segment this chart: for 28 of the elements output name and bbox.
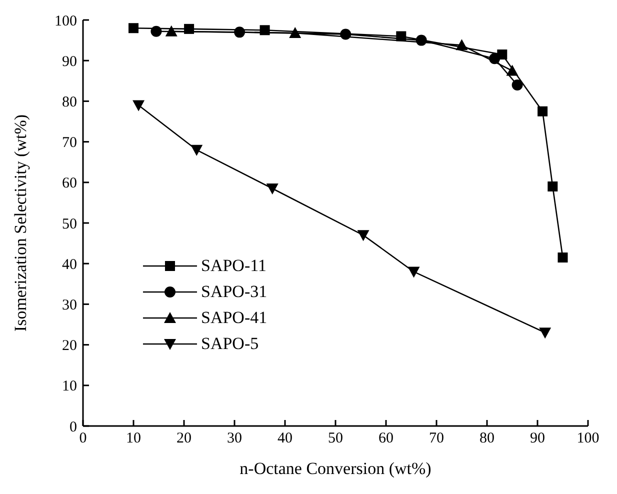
- x-tick-label: 50: [328, 430, 343, 447]
- x-tick-label: 60: [378, 430, 394, 447]
- y-tick-label: 60: [62, 176, 77, 192]
- y-tick-label: 50: [62, 216, 77, 232]
- y-tick-label: 90: [62, 54, 77, 70]
- x-tick-label: 70: [429, 430, 444, 447]
- legend-label: SAPO-11: [201, 256, 266, 276]
- y-tick-label: 40: [62, 256, 77, 273]
- x-tick-label: 10: [126, 430, 141, 447]
- y-tick-label: 20: [62, 338, 77, 354]
- y-tick-label: 0: [70, 419, 77, 436]
- y-axis-title: Isomerization Selectivity (wt%): [11, 114, 30, 332]
- x-tick-label: 0: [79, 430, 87, 447]
- y-tick-label: 70: [62, 135, 77, 152]
- y-tick-label: 10: [62, 378, 77, 395]
- legend-label: SAPO-5: [201, 334, 259, 354]
- x-tick-label: 30: [227, 430, 242, 447]
- legend-label: SAPO-31: [201, 282, 268, 302]
- y-tick-label: 30: [62, 298, 77, 314]
- x-tick-label: 40: [278, 430, 292, 447]
- legend-label: SAPO-41: [201, 308, 268, 328]
- x-tick-label: 20: [176, 430, 192, 447]
- y-tick-label: 80: [62, 94, 77, 111]
- x-axis-title: n-Octane Conversion (wt%): [240, 459, 432, 478]
- x-tick-label: 80: [480, 430, 494, 447]
- x-tick-label: 90: [530, 430, 545, 447]
- y-tick-label: 100: [54, 13, 77, 30]
- x-tick-label: 100: [576, 430, 600, 447]
